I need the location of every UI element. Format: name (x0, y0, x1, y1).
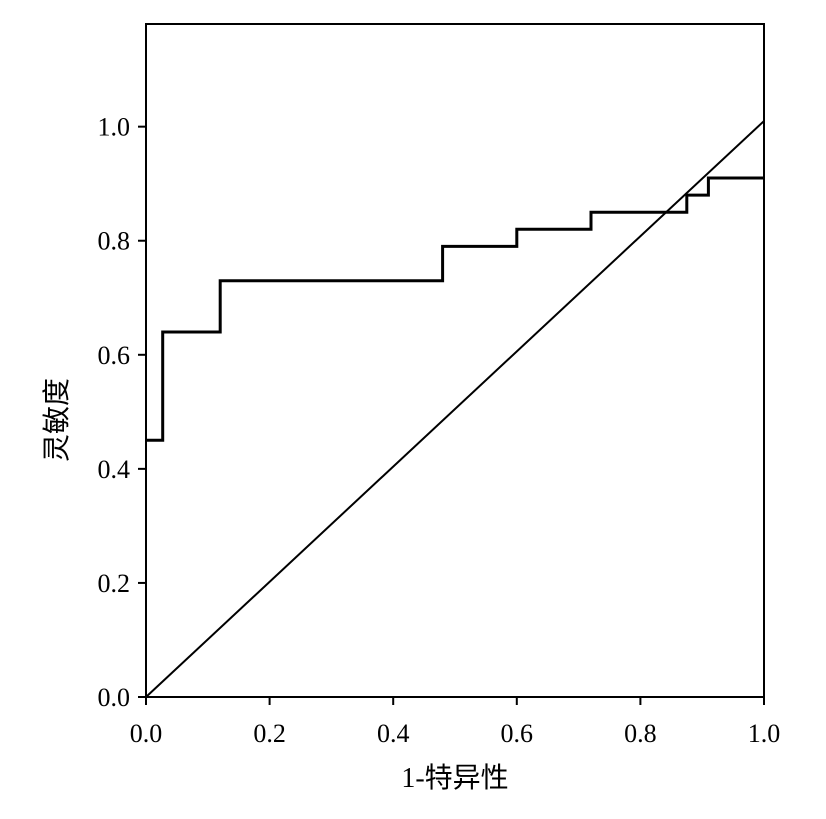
reference-diagonal-line (145, 120, 765, 698)
y-axis-title: 灵敏度 (41, 378, 73, 462)
y-tick-label: 1.0 (98, 113, 131, 142)
roc-curve-line (146, 176, 764, 442)
x-tick-label: 0.4 (377, 719, 410, 748)
x-axis-title: 1-特异性 (401, 762, 508, 794)
plot-frame (145, 23, 765, 698)
x-axis: 0.0 0.2 0.4 0.6 0.8 1.0 (130, 697, 781, 748)
y-tick-label: 0.8 (98, 227, 131, 256)
series-layer (145, 120, 765, 698)
x-tick-label: 0.8 (624, 719, 657, 748)
x-tick-label: 0.2 (253, 719, 286, 748)
x-tick-label: 1.0 (748, 719, 781, 748)
y-axis: 0.0 0.2 0.4 0.6 0.8 1.0 (98, 113, 146, 712)
y-tick-label: 0.2 (98, 569, 131, 598)
y-tick-label: 0.0 (98, 683, 131, 712)
y-tick-label: 0.6 (98, 341, 131, 370)
x-tick-label: 0.6 (501, 719, 534, 748)
y-tick-label: 0.4 (98, 455, 131, 484)
x-tick-label: 0.0 (130, 719, 163, 748)
